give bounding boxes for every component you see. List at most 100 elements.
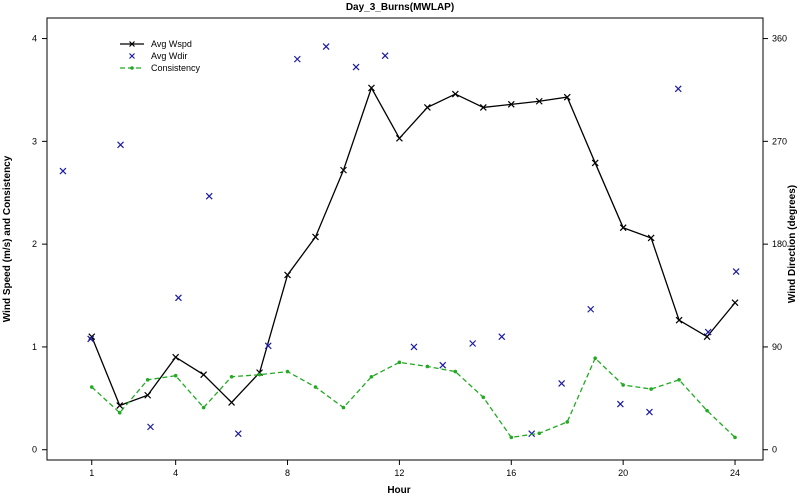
y-tick-label: 1 [32, 342, 37, 352]
wspd-point [619, 224, 627, 232]
consistency-point [481, 395, 486, 400]
consistency-point [705, 408, 709, 413]
consistency-point [145, 378, 150, 382]
chart-title: Day_3_Burns(MWLAP) [346, 2, 454, 13]
wdir-point [674, 85, 682, 93]
consistency-point [677, 378, 681, 382]
wspd-point [675, 316, 683, 324]
wdir-point [147, 423, 154, 431]
x-tick-label: 4 [173, 468, 178, 478]
consistency-point [117, 410, 122, 415]
wspd-point [563, 93, 571, 101]
wspd-point [340, 166, 347, 174]
wdir-point [558, 380, 566, 387]
wdir-point [234, 430, 242, 438]
legend-item: Avg Wdir [129, 51, 187, 61]
wspd-point [535, 97, 543, 105]
x-tick-label: 20 [618, 468, 628, 478]
wdir-point [616, 400, 624, 408]
series-layer [59, 43, 740, 440]
wspd-point [731, 299, 739, 307]
consistency-point [313, 385, 318, 389]
wdir-point [587, 305, 595, 313]
consistency-point [397, 360, 402, 365]
wspd-point [172, 353, 180, 361]
wspd-point [395, 134, 403, 142]
wspd-point [200, 371, 208, 379]
wspd-point [591, 159, 599, 167]
series-avg-wspd [88, 84, 739, 409]
legend-label: Avg Wspd [151, 39, 192, 49]
x-tick-label: 1 [89, 468, 94, 478]
y2-tick-label: 90 [772, 342, 782, 352]
wdir-point [175, 294, 182, 302]
y2-tick-label: 180 [772, 239, 787, 249]
legend-item: Avg Wspd [120, 39, 192, 49]
wdir-point [410, 343, 418, 351]
consistency-point [537, 431, 542, 436]
y2-tick-label: 360 [772, 34, 787, 44]
consistency-point [201, 405, 206, 410]
legend-marker [129, 41, 135, 47]
wdir-point [646, 408, 653, 416]
y2-tick-label: 270 [772, 136, 787, 146]
wdir-point [205, 192, 213, 200]
y-tick-label: 4 [32, 34, 37, 44]
consistency-point [593, 356, 597, 361]
wdir-point [704, 328, 712, 336]
x-tick-label: 12 [394, 468, 404, 478]
wdir-point [322, 43, 330, 50]
consistency-point [173, 373, 178, 378]
consistency-point [229, 374, 234, 379]
legend-marker [130, 66, 134, 70]
legend-item: Consistency [120, 63, 201, 73]
wspd-point [368, 84, 375, 92]
x-tick-label: 24 [730, 468, 740, 478]
y-tick-label: 0 [32, 445, 37, 455]
wspd-point [423, 104, 431, 111]
consistency-point [733, 435, 737, 440]
wdir-point [87, 335, 95, 343]
wdir-point [469, 340, 477, 347]
wspd-line [91, 86, 736, 407]
wdir-point [732, 268, 740, 275]
wdir-point [352, 63, 360, 71]
consistency-point [369, 374, 374, 379]
legend-marker [129, 53, 135, 59]
x-tick-label: 8 [285, 468, 290, 478]
wdir-point [264, 342, 272, 350]
x-axis-label: Hour [387, 485, 410, 496]
consistency-point [565, 420, 570, 424]
wdir-point [293, 55, 301, 63]
consistency-point [257, 372, 262, 377]
wspd-point [284, 271, 291, 279]
y-axis-label: Wind Speed (m/s) and Consistency [2, 155, 13, 322]
wspd-point [312, 233, 319, 241]
consistency-point [341, 405, 346, 410]
consistency-point [621, 383, 625, 387]
consistency-point [285, 369, 290, 374]
consistency-line [91, 357, 736, 439]
series-avg-wdir [59, 43, 740, 438]
wspd-point [116, 402, 124, 409]
wdir-point [59, 167, 67, 175]
plot-frame [46, 17, 764, 461]
wspd-point [144, 391, 152, 399]
wspd-point [507, 100, 515, 108]
x-tick-label: 16 [506, 468, 516, 478]
wdir-point [381, 52, 389, 60]
legend-label: Consistency [151, 63, 201, 73]
legend: Avg Wspd Avg Wdir Consistency [120, 39, 201, 73]
y2-axis-label: Wind Direction (degrees) [787, 185, 798, 303]
wdir-point [117, 141, 124, 149]
consistency-point [89, 385, 94, 389]
consistency-point [425, 364, 430, 369]
wspd-point [479, 104, 487, 111]
consistency-point [649, 387, 653, 391]
consistency-point [509, 435, 514, 440]
series-consistency [89, 356, 737, 440]
y-tick-label: 2 [32, 239, 37, 249]
wdir-point [498, 333, 506, 341]
